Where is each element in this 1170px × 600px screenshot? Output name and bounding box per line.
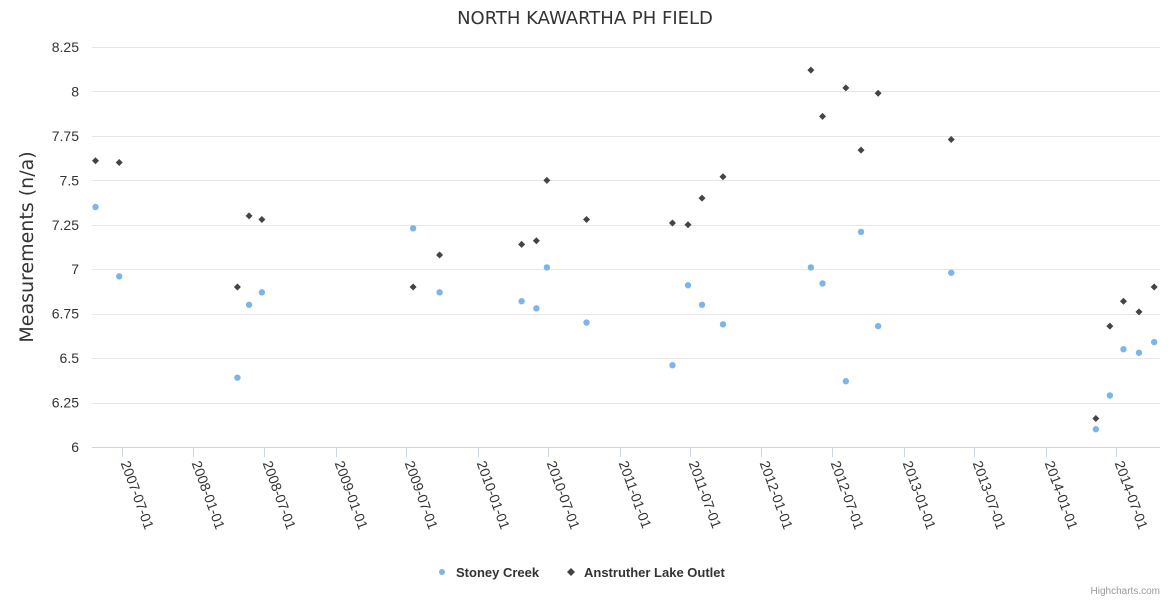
y-tick-label: 6.75 [52, 306, 79, 322]
data-point[interactable] [115, 159, 123, 167]
data-point[interactable] [1092, 426, 1100, 433]
data-point[interactable] [245, 212, 253, 220]
series-anstruther-lake-outlet [91, 66, 1158, 423]
data-point[interactable] [947, 135, 955, 143]
y-axis: 6 6.25 6.5 6.75 7 7.25 7.5 7.75 8 8.25 [52, 39, 79, 455]
y-tick-label: 8.25 [52, 39, 79, 55]
data-point[interactable] [583, 319, 590, 326]
data-point[interactable] [857, 228, 865, 236]
data-point[interactable] [1150, 338, 1158, 346]
y-tick-label: 6.25 [52, 395, 79, 411]
data-point[interactable] [436, 251, 444, 259]
plot-area [91, 66, 1158, 433]
data-point[interactable] [1106, 392, 1114, 399]
data-point[interactable] [684, 282, 692, 289]
grid-lines [92, 47, 1160, 448]
legend-marker-anstruther-lake-outlet [567, 568, 575, 576]
data-point[interactable] [245, 301, 253, 308]
y-tick-label: 8 [71, 83, 79, 99]
data-point[interactable] [116, 273, 123, 280]
data-point[interactable] [948, 269, 955, 276]
data-point[interactable] [258, 215, 266, 223]
data-point[interactable] [233, 283, 241, 291]
data-point[interactable] [719, 173, 727, 181]
data-point[interactable] [532, 237, 540, 245]
data-point[interactable] [518, 298, 525, 305]
legend-item-stoney-creek[interactable]: Stoney Creek [439, 565, 540, 580]
credits-link[interactable]: Highcharts.com [1091, 586, 1160, 597]
data-point[interactable] [842, 84, 850, 92]
data-point[interactable] [1120, 346, 1127, 353]
data-point[interactable] [1150, 283, 1158, 291]
data-point[interactable] [258, 289, 266, 296]
y-tick-label: 7.25 [52, 217, 79, 233]
y-tick-label: 6 [71, 439, 79, 455]
data-point[interactable] [807, 66, 815, 74]
data-point[interactable] [719, 321, 727, 328]
y-tick-label: 6.5 [60, 350, 80, 366]
data-point[interactable] [684, 221, 692, 229]
data-point[interactable] [543, 176, 551, 184]
legend-item-anstruther-lake-outlet[interactable]: Anstruther Lake Outlet [567, 565, 726, 580]
data-point[interactable] [819, 280, 826, 287]
data-point[interactable] [1135, 349, 1143, 356]
data-point[interactable] [807, 264, 815, 271]
data-point[interactable] [234, 374, 241, 381]
data-point[interactable] [436, 289, 443, 296]
data-point[interactable] [409, 283, 417, 291]
data-point[interactable] [1092, 415, 1100, 423]
legend-label-anstruther-lake-outlet[interactable]: Anstruther Lake Outlet [584, 565, 726, 580]
legend-label-stoney-creek[interactable]: Stoney Creek [456, 565, 540, 580]
data-point[interactable] [583, 215, 591, 223]
data-point[interactable] [543, 264, 551, 271]
data-point[interactable] [874, 322, 882, 330]
data-point[interactable] [409, 225, 417, 232]
data-point[interactable] [668, 219, 676, 227]
data-point[interactable] [518, 240, 526, 248]
data-point[interactable] [819, 112, 827, 120]
data-point[interactable] [669, 362, 676, 369]
data-point[interactable] [92, 203, 99, 211]
legend-marker-stoney-creek [439, 569, 445, 575]
data-point[interactable] [698, 301, 706, 308]
data-point[interactable] [857, 146, 865, 154]
data-point[interactable] [1106, 322, 1114, 330]
data-point[interactable] [91, 157, 99, 165]
data-point[interactable] [698, 194, 706, 202]
data-point[interactable] [842, 378, 850, 385]
data-point[interactable] [1135, 308, 1143, 316]
y-tick-label: 7.75 [52, 128, 79, 144]
data-point[interactable] [1119, 297, 1127, 305]
data-point[interactable] [533, 305, 540, 312]
series-stoney-creek [92, 203, 1158, 433]
y-axis-title: Measurements (n/a) [16, 151, 38, 342]
y-tick-label: 7.5 [60, 172, 80, 188]
data-point[interactable] [874, 89, 882, 97]
chart-title: NORTH KAWARTHA PH FIELD [457, 8, 713, 29]
legend: Stoney Creek Anstruther Lake Outlet [439, 565, 726, 580]
y-tick-label: 7 [71, 261, 79, 277]
